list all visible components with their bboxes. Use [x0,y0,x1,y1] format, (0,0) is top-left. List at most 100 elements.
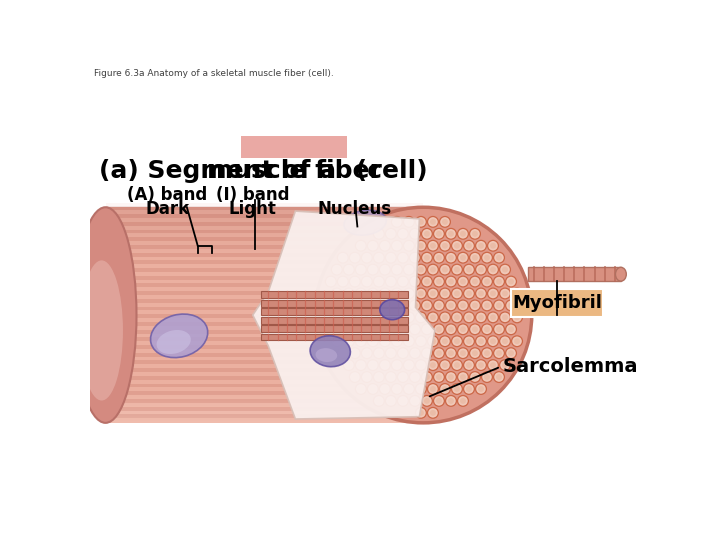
Circle shape [430,314,436,320]
Circle shape [374,228,384,239]
Circle shape [412,255,418,261]
Text: muscle fiber: muscle fiber [207,159,382,183]
Circle shape [460,302,466,308]
Circle shape [406,267,412,273]
Circle shape [487,288,498,299]
Circle shape [428,408,438,418]
Circle shape [433,252,444,263]
Circle shape [418,314,424,320]
Circle shape [403,217,414,227]
Circle shape [487,336,498,347]
Ellipse shape [344,210,387,235]
Circle shape [454,386,460,392]
Circle shape [428,360,438,370]
Circle shape [334,267,340,273]
Circle shape [356,240,366,251]
FancyBboxPatch shape [510,289,603,316]
Circle shape [356,336,366,347]
Circle shape [448,302,454,308]
Circle shape [352,350,358,356]
Circle shape [464,336,474,347]
Circle shape [436,279,442,285]
Circle shape [490,267,496,273]
Circle shape [512,336,523,347]
Circle shape [436,231,442,237]
Circle shape [374,348,384,359]
Circle shape [349,348,360,359]
Circle shape [424,231,430,237]
Circle shape [469,348,480,359]
Circle shape [356,312,366,323]
Circle shape [418,362,424,368]
Circle shape [334,291,340,296]
Circle shape [451,383,462,394]
Circle shape [472,279,478,285]
Circle shape [428,264,438,275]
Circle shape [454,314,460,320]
Circle shape [502,338,508,344]
Circle shape [446,348,456,359]
Circle shape [346,362,352,368]
Circle shape [370,338,376,344]
Circle shape [448,279,454,285]
Circle shape [430,362,436,368]
Circle shape [505,348,516,359]
Circle shape [385,252,396,263]
Circle shape [460,326,466,332]
Circle shape [400,302,406,308]
Circle shape [406,338,412,344]
Circle shape [418,219,424,225]
Circle shape [418,291,424,296]
Circle shape [376,374,382,380]
Circle shape [494,252,505,263]
Circle shape [472,350,478,356]
Circle shape [448,398,454,404]
Circle shape [392,312,402,323]
Circle shape [410,228,420,239]
Circle shape [442,291,448,296]
Circle shape [388,350,394,356]
Circle shape [367,240,378,251]
Circle shape [406,314,412,320]
Circle shape [439,217,451,227]
Circle shape [374,252,384,263]
Circle shape [439,336,451,347]
Circle shape [500,264,510,275]
Circle shape [494,372,505,382]
Circle shape [436,350,442,356]
Circle shape [466,338,472,344]
Circle shape [403,264,414,275]
Ellipse shape [74,207,137,423]
Circle shape [356,288,366,299]
Circle shape [340,255,346,261]
Circle shape [424,350,430,356]
Circle shape [382,291,388,296]
Circle shape [421,395,432,406]
Circle shape [392,217,402,227]
Circle shape [478,243,484,249]
Circle shape [494,324,505,335]
Circle shape [424,255,430,261]
Circle shape [385,348,396,359]
Circle shape [415,264,426,275]
Circle shape [482,348,492,359]
Circle shape [418,338,424,344]
Circle shape [385,372,396,382]
Circle shape [412,374,418,380]
Circle shape [490,338,496,344]
Circle shape [403,336,414,347]
Circle shape [424,302,430,308]
Circle shape [469,372,480,382]
Circle shape [403,360,414,370]
Circle shape [442,338,448,344]
Circle shape [400,350,406,356]
Circle shape [457,228,469,239]
Circle shape [469,276,480,287]
Circle shape [370,314,376,320]
Circle shape [392,264,402,275]
Circle shape [472,302,478,308]
Circle shape [454,338,460,344]
Circle shape [439,360,451,370]
Circle shape [338,348,348,359]
Circle shape [508,350,514,356]
